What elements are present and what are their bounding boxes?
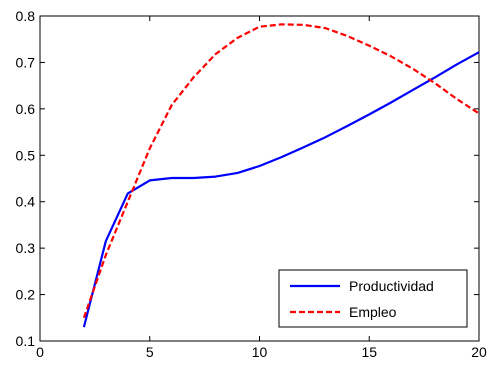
series-line-productividad — [82, 51, 480, 328]
series-line-empleo — [82, 23, 480, 319]
y-tick-label: 0.6 — [16, 101, 36, 117]
x-tick-labels: 0 5 10 15 20 — [36, 344, 487, 360]
y-tick-label: 0.2 — [16, 287, 36, 303]
y-tick-labels: 0.1 0.2 0.3 0.4 0.5 0.6 0.7 0.8 — [16, 8, 36, 349]
x-tick-label: 15 — [361, 344, 377, 360]
legend-label-productividad: Productividad — [349, 278, 434, 294]
legend-box — [278, 269, 468, 328]
x-tick-label: 5 — [146, 344, 154, 360]
y-tick-label: 0.1 — [16, 333, 36, 349]
legend: Productividad Empleo — [278, 269, 468, 328]
tick-marks — [39, 15, 480, 342]
y-tick-label: 0.7 — [16, 54, 36, 70]
y-tick-label: 0.4 — [16, 194, 36, 210]
y-tick-label: 0.3 — [16, 240, 36, 256]
x-tick-label: 10 — [252, 344, 268, 360]
y-tick-label: 0.8 — [16, 8, 36, 24]
x-tick-label: 20 — [471, 344, 487, 360]
series-lines — [82, 23, 480, 328]
y-tick-label: 0.5 — [16, 147, 36, 163]
x-tick-label: 0 — [36, 344, 44, 360]
legend-label-empleo: Empleo — [349, 304, 397, 320]
